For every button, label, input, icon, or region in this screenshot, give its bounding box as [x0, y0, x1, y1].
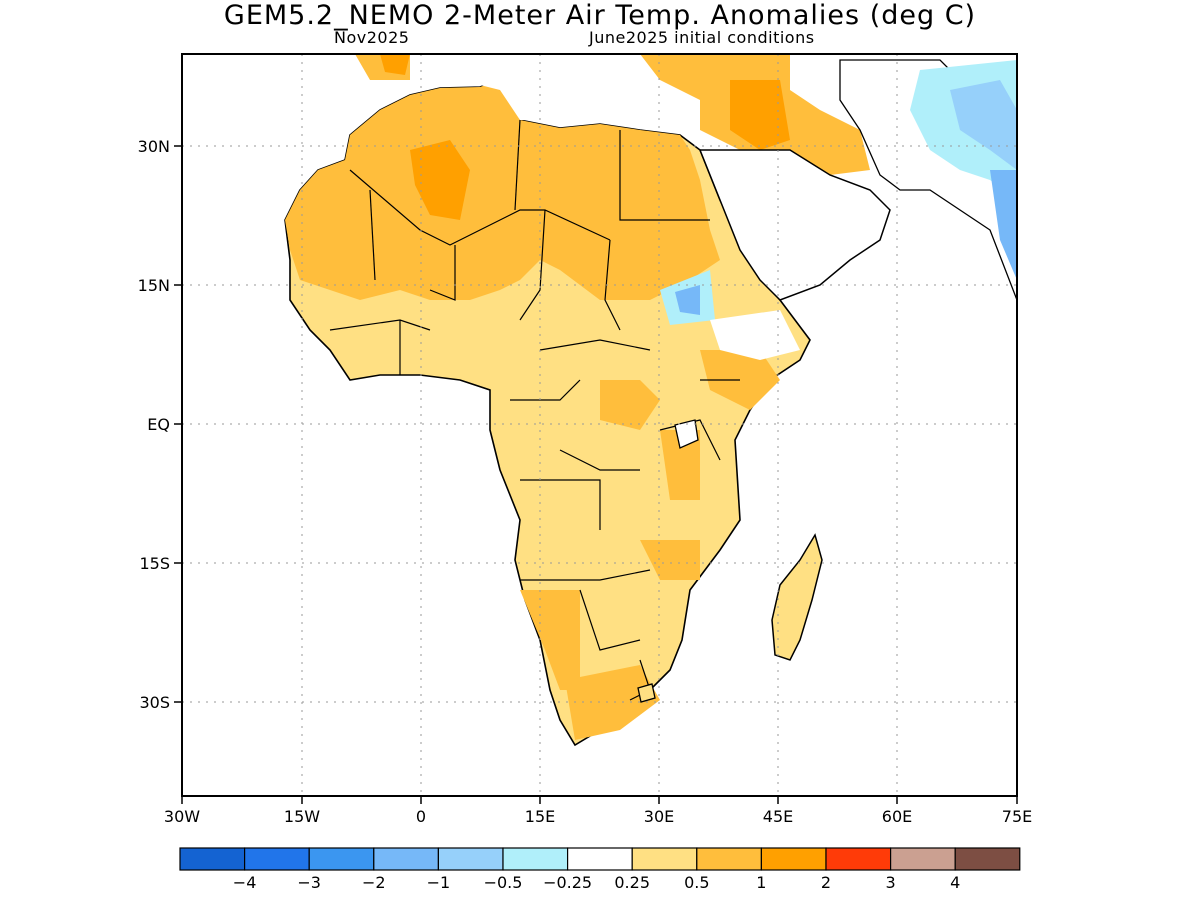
lon-label: 0 — [416, 807, 426, 826]
colorbar-swatch — [760, 847, 827, 871]
lake-victoria — [674, 419, 699, 449]
arabian-peninsula — [698, 149, 891, 301]
colorbar-label: 2 — [821, 873, 831, 892]
lat-label: 15N — [138, 276, 170, 295]
colorbar-swatch — [889, 847, 956, 871]
lat-label: 30S — [139, 693, 170, 712]
colorbar-swatch — [502, 847, 569, 871]
country-borders — [329, 119, 740, 701]
lesotho — [637, 683, 656, 703]
initial-conditions: June2025 initial conditions — [589, 28, 815, 47]
lon-label: 30E — [644, 807, 674, 826]
colorbar-label: −0.25 — [543, 873, 592, 892]
colorbar-swatch — [244, 847, 310, 871]
lon-label: 60E — [882, 807, 912, 826]
mediterranean — [410, 54, 660, 120]
colorbar-swatch — [631, 847, 698, 871]
lon-label: 45E — [763, 807, 793, 826]
negative-anomaly-area — [910, 60, 1017, 280]
lon-label: 30W — [164, 807, 200, 826]
colorbar-label: −0.5 — [484, 873, 523, 892]
colorbar: −4 −3 −2 −1 −0.5 −0.25 0.25 0.5 1 2 3 4 — [179, 847, 1021, 892]
colorbar-label: −1 — [427, 873, 451, 892]
madagascar — [771, 533, 823, 661]
map-frame — [181, 53, 1018, 797]
lat-label: EQ — [147, 415, 170, 434]
colorbar-label: 3 — [886, 873, 896, 892]
colorbar-label: −2 — [362, 873, 386, 892]
gridlines — [182, 54, 1017, 796]
colorbar-swatch — [437, 847, 504, 871]
colorbar-swatch — [566, 847, 633, 871]
lat-labels: 30N 15N EQ 15S 30S — [138, 137, 170, 712]
lat-label: 30N — [138, 137, 170, 156]
colorbar-swatch — [825, 847, 892, 871]
lon-label: 75E — [1002, 807, 1032, 826]
colorbar-swatch — [308, 847, 375, 871]
map-canvas — [182, 54, 1017, 796]
colorbar-swatch — [954, 847, 1021, 871]
lon-label: 15W — [284, 807, 320, 826]
colorbar-label: 0.5 — [684, 873, 709, 892]
lon-label: 15E — [525, 807, 555, 826]
colorbar-swatch — [696, 847, 762, 871]
colorbar-swatch — [373, 847, 439, 871]
colorbar-swatch — [179, 847, 246, 871]
lon-labels: 30W 15W 0 15E 30E 45E 60E 75E — [164, 807, 1032, 826]
map-title: GEM5.2_NEMO 2-Meter Air Temp. Anomalies … — [223, 0, 977, 31]
anomaly-above-2 — [380, 54, 790, 220]
tick-marks — [174, 145, 1018, 804]
colorbar-label: −3 — [297, 873, 321, 892]
colorbar-label: 4 — [950, 873, 960, 892]
horn-neutral — [710, 310, 800, 360]
colorbar-label: 1 — [756, 873, 766, 892]
negative-anomaly-sudan — [660, 270, 715, 325]
colorbar-label: 0.25 — [614, 873, 650, 892]
anomaly-1-to-2 — [285, 54, 870, 740]
colorbar-label: −4 — [233, 873, 257, 892]
lat-label: 15S — [139, 554, 170, 573]
valid-month: Nov2025 — [334, 28, 410, 47]
